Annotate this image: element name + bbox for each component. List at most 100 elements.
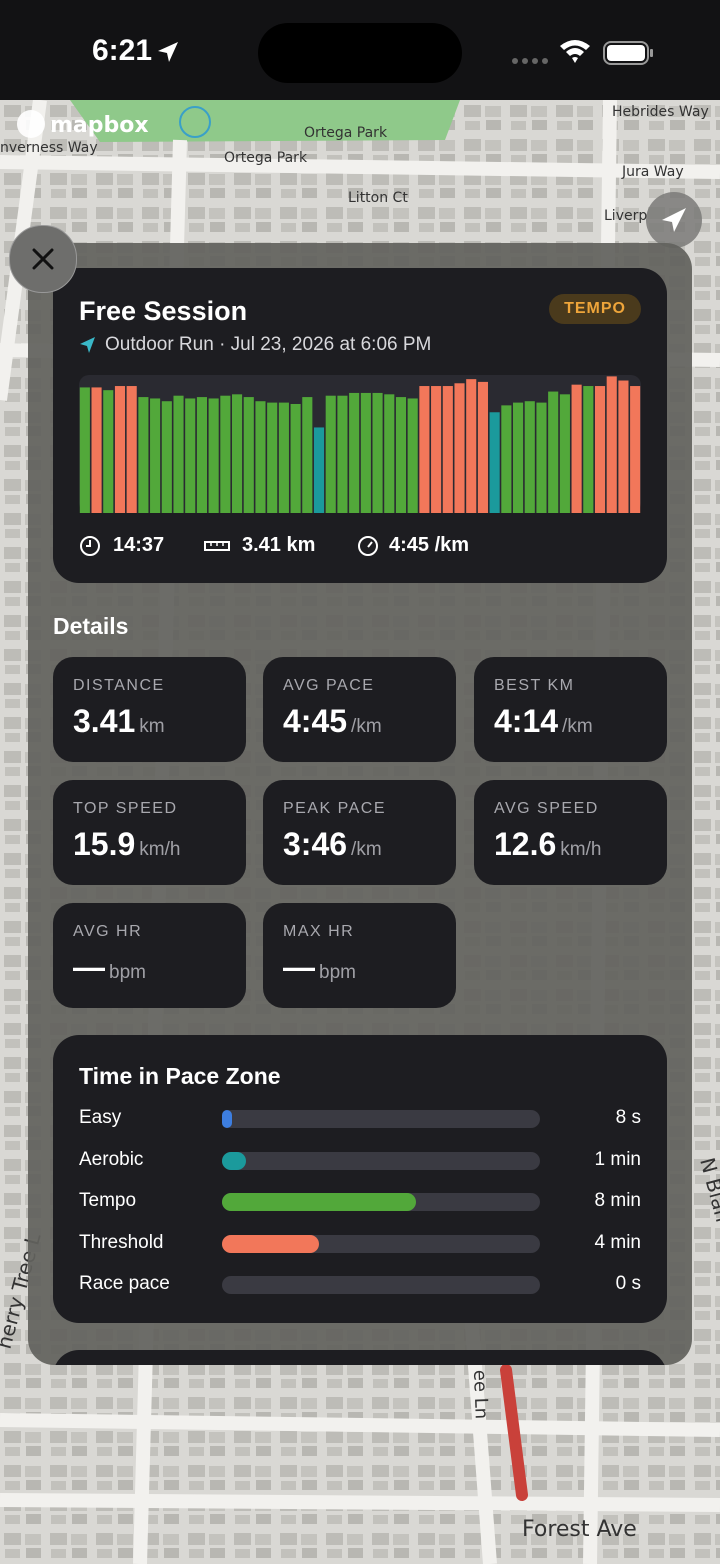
pace-bar [606, 376, 617, 513]
metric-value-row: — bpm [283, 949, 356, 986]
pace-bar [313, 427, 325, 513]
map-label: Hebrides Way [612, 104, 709, 120]
pace-bar [466, 379, 477, 513]
metric-value-row: 4:14/km [494, 703, 593, 740]
zone-bar [222, 1151, 247, 1170]
metric-value-row: 12.6 km/h [494, 826, 601, 863]
pace-bar [161, 401, 172, 513]
pace-bar [384, 394, 395, 513]
map-label: Liverp [604, 208, 647, 224]
zone-time: 1 min [594, 1148, 641, 1170]
pace-bar [583, 386, 594, 513]
map-label: Ortega Park [224, 150, 308, 166]
metric-unit: km/h [560, 839, 602, 860]
zone-track [222, 1193, 540, 1211]
metric-value-row: 4:45/km [283, 703, 382, 740]
dynamic-island [258, 23, 462, 83]
pace-bar [302, 397, 313, 513]
metric-value-row: 3:46/km [283, 826, 382, 863]
session-subtitle: Outdoor Run · Jul 23, 2026 at 6:06 PM [105, 334, 432, 355]
pace-chart [79, 375, 641, 513]
summary-card: Free Session TEMPO Outdoor Run · Jul 23,… [53, 268, 667, 583]
metric-tile: AVG SPEED 12.6 km/h [474, 780, 667, 885]
pace-bar [571, 384, 582, 513]
pace-bar [150, 398, 161, 513]
metric-value: — [283, 949, 315, 985]
metric-tile: BEST KM 4:14/km [474, 657, 667, 762]
zone-track [222, 1110, 540, 1128]
close-button[interactable] [9, 225, 77, 293]
map-label: Litton Ct [348, 190, 408, 206]
metric-tile: DISTANCE 3.41 km [53, 657, 246, 762]
zone-bar [222, 1193, 416, 1211]
zone-name: Race pace [79, 1273, 170, 1294]
pace-bar [372, 392, 383, 513]
next-card [53, 1350, 667, 1365]
pace-bar [477, 381, 488, 513]
location-icon [158, 42, 178, 62]
metric-value: 4:45 [283, 703, 348, 739]
pace-bar [185, 398, 196, 513]
metric-label: DISTANCE [73, 677, 165, 694]
pace-bar [220, 395, 231, 513]
pace-bar [360, 392, 371, 513]
pace-bar [501, 405, 512, 513]
pace-zone-title: Time in Pace Zone [79, 1063, 281, 1089]
metric-unit: /km [351, 716, 382, 737]
clock: 6:21 [92, 34, 153, 67]
details-heading: Details [53, 613, 129, 639]
zone-bar [222, 1110, 232, 1128]
pace-bar [548, 391, 559, 513]
pace-bar [91, 387, 102, 513]
pace-bar [349, 392, 360, 513]
pace-bar [618, 380, 629, 513]
pace-bar [232, 394, 243, 513]
metric-tile: AVG HR — bpm [53, 903, 246, 1008]
metric-value: — [73, 949, 105, 985]
status-icons [512, 40, 653, 65]
map-label: Jura Way [621, 164, 684, 180]
metric-unit: km/h [139, 839, 181, 860]
pace-bar [196, 397, 207, 513]
metric-value: 12.6 [494, 826, 557, 862]
pace-bar [208, 398, 219, 513]
map-label: Ortega Park [304, 125, 388, 141]
pace-zone-card: Time in Pace Zone Easy 8 s Aerobic 1 min Tem… [53, 1035, 667, 1323]
pace-bar [126, 386, 137, 513]
metric-value: 3.41 [73, 703, 136, 739]
metric-unit: bpm [319, 962, 356, 983]
pace-bar [489, 412, 500, 513]
metric-value: 15.9 [73, 826, 136, 862]
map-label: ee Ln [469, 1369, 492, 1419]
metric-tile: PEAK PACE 3:46/km [263, 780, 456, 885]
metric-tile: AVG PACE 4:45/km [263, 657, 456, 762]
pace-bar [395, 397, 407, 513]
clock-icon [80, 536, 100, 556]
zone-name: Easy [79, 1107, 122, 1128]
metric-label: BEST KM [494, 677, 575, 694]
metric-value: 3:46 [283, 826, 348, 862]
pace-bar [103, 390, 114, 513]
ruler-icon [204, 541, 230, 551]
pace-bar [630, 386, 641, 513]
pace-bar [255, 401, 266, 513]
stat-duration: 14:37 [113, 534, 165, 556]
pace-bar [337, 395, 348, 513]
run-icon [80, 337, 95, 353]
pace-bar [524, 401, 535, 513]
chart-background [79, 375, 641, 513]
zone-name: Tempo [79, 1190, 137, 1211]
pace-bar [536, 402, 547, 513]
zone-name: Aerobic [79, 1148, 144, 1170]
pace-bar [325, 395, 336, 513]
map-label: mapbox [50, 113, 149, 138]
pace-bar [513, 402, 524, 513]
pace-bar [407, 398, 418, 513]
session-sheet: Free Session TEMPO Outdoor Run · Jul 23,… [28, 243, 692, 1365]
metric-unit: km [139, 716, 165, 737]
session-title: Free Session [79, 296, 248, 326]
zone-track [222, 1234, 540, 1253]
metric-value: 4:14 [494, 703, 559, 739]
metric-value-row: — bpm [73, 949, 146, 986]
